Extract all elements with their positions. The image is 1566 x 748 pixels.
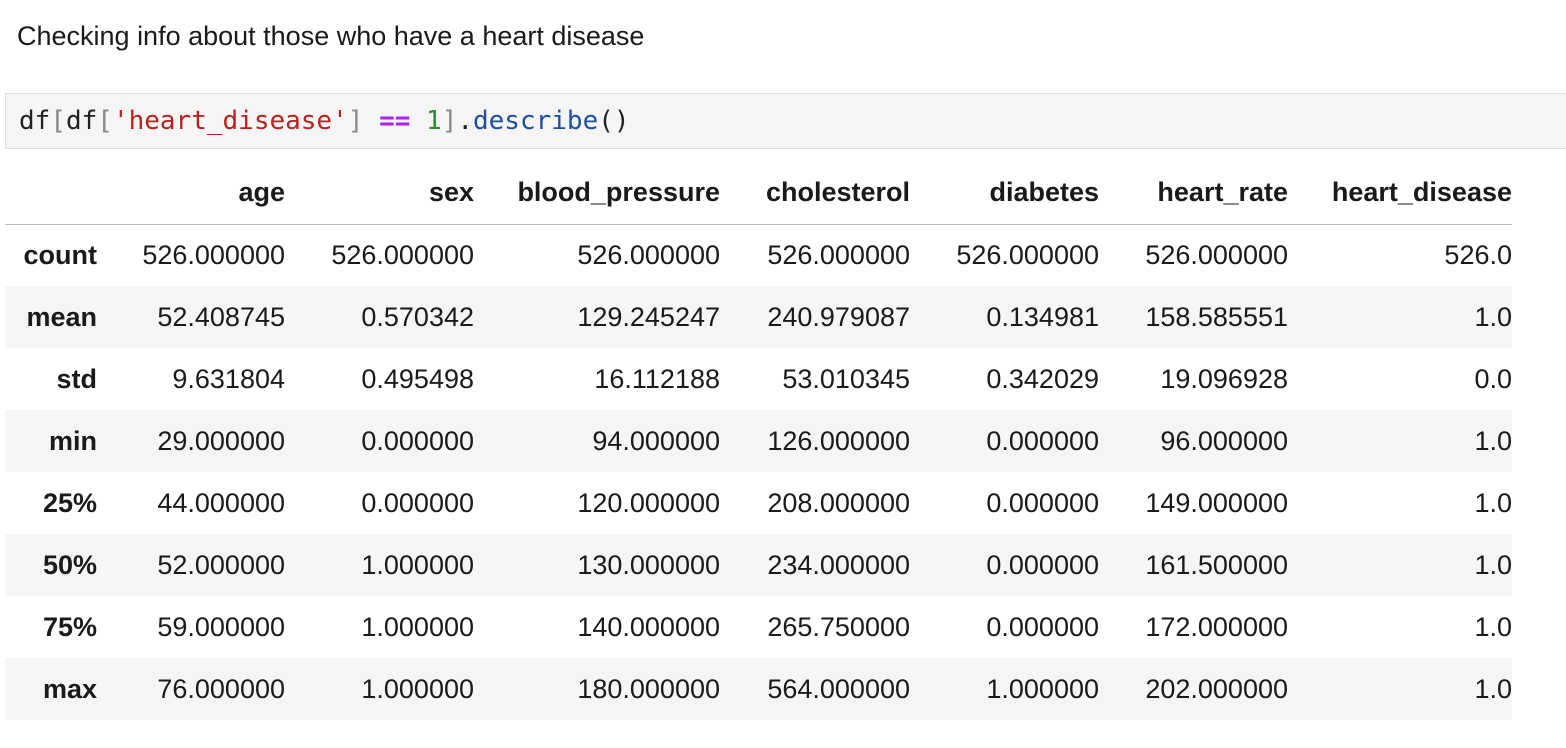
table-cell: 208.000000 (767, 487, 910, 518)
table-cell: 52.408745 (157, 301, 285, 332)
table-cell: 526.000000 (577, 239, 720, 270)
table-cell: 53.010345 (782, 363, 910, 394)
table-cell: 526.000000 (956, 239, 1099, 270)
markdown-text: Checking info about those who have a hea… (17, 21, 645, 51)
code-token: 'heart_disease' (112, 106, 348, 136)
code-token: . (457, 106, 473, 136)
row-label: 75% (42, 611, 97, 642)
table-cell: 526.0 (1444, 239, 1512, 270)
code-token: describe (473, 106, 599, 136)
table-cell: 0.000000 (361, 425, 474, 456)
table-cell: 161.500000 (1145, 549, 1288, 580)
table-cell: 1.0 (1474, 673, 1512, 704)
table-cell: 526.000000 (142, 239, 285, 270)
row-label: min (48, 425, 97, 456)
index-header (5, 162, 97, 225)
code-token: df (65, 106, 98, 136)
code-token (363, 106, 379, 136)
table-row: 75% 59.000000 1.000000 140.000000 265.750000… (5, 596, 1512, 658)
code-token: ] (441, 106, 458, 136)
table-cell: 19.096928 (1160, 363, 1288, 394)
column-header: cholesterol (720, 162, 910, 225)
table-cell: 1.0 (1474, 611, 1512, 642)
table-cell: 0.000000 (986, 425, 1099, 456)
table-row: max 76.000000 1.000000 180.000000 564.000000… (5, 658, 1512, 720)
dataframe-table: age sex blood_pressure cholesterol diabe… (5, 162, 1512, 720)
column-header: heart_rate (1099, 162, 1288, 225)
row-label: 25% (42, 487, 97, 518)
code-token (410, 106, 426, 136)
table-cell: 94.000000 (592, 425, 720, 456)
table-cell: 0.134981 (986, 301, 1099, 332)
row-label: count (23, 239, 98, 270)
table-cell: 180.000000 (577, 673, 720, 704)
table-cell: 0.000000 (986, 549, 1099, 580)
row-label: max (42, 673, 97, 704)
table-cell: 1.0 (1474, 425, 1512, 456)
table-cell: 0.000000 (986, 487, 1099, 518)
code-token: == (379, 106, 411, 136)
column-header: sex (285, 162, 474, 225)
column-header: blood_pressure (474, 162, 720, 225)
table-row: mean 52.408745 0.570342 129.245247 240.97908… (5, 286, 1512, 348)
table-cell: 526.000000 (1145, 239, 1288, 270)
table-cell: 158.585551 (1145, 301, 1288, 332)
table-cell: 1.000000 (361, 611, 474, 642)
code-token: ] (347, 106, 364, 136)
table-cell: 1.0 (1474, 549, 1512, 580)
table-cell: 202.000000 (1145, 673, 1288, 704)
table-cell: 0.000000 (361, 487, 474, 518)
table-cell: 96.000000 (1160, 425, 1288, 456)
row-label: std (56, 363, 98, 394)
table-cell: 16.112188 (594, 363, 720, 394)
table-row: min 29.000000 0.000000 94.000000 126.000000 0… (5, 410, 1512, 472)
table-cell: 130.000000 (577, 549, 720, 580)
row-label: 50% (42, 549, 97, 580)
table-row: std 9.631804 0.495498 16.112188 53.010345 0.3… (5, 348, 1512, 410)
table-row: count 526.000000 526.000000 526.000000 526.0… (5, 224, 1512, 286)
code-token: [ (50, 106, 66, 136)
table-cell: 0.342029 (986, 363, 1099, 394)
code-token: 1 (426, 106, 442, 136)
column-header: diabetes (910, 162, 1099, 225)
table-cell: 172.000000 (1145, 611, 1288, 642)
code-cell[interactable]: df[df['heart_disease'] == 1].describe() (5, 93, 1566, 149)
table-cell: 76.000000 (157, 673, 285, 704)
table-cell: 44.000000 (157, 487, 285, 518)
table-cell: 240.979087 (767, 301, 910, 332)
table-cell: 0.0 (1474, 363, 1512, 394)
table-row: 50% 52.000000 1.000000 130.000000 234.000000… (5, 534, 1512, 596)
table-row: 25% 44.000000 0.000000 120.000000 208.000000… (5, 472, 1512, 534)
table-cell: 29.000000 (157, 425, 285, 456)
code-line[interactable]: df[df['heart_disease'] == 1].describe() (19, 104, 630, 138)
table-cell: 0.495498 (361, 363, 474, 394)
table-cell: 9.631804 (172, 363, 285, 394)
table-header-row: age sex blood_pressure cholesterol diabe… (5, 162, 1512, 225)
table-cell: 1.000000 (361, 549, 474, 580)
table-cell: 265.750000 (767, 611, 910, 642)
table-cell: 126.000000 (767, 425, 910, 456)
table-cell: 0.000000 (986, 611, 1099, 642)
code-token: df (19, 106, 51, 136)
table-cell: 1.0 (1474, 301, 1512, 332)
column-header: heart_disease (1288, 162, 1512, 225)
code-token: () (598, 106, 630, 136)
table-cell: 0.570342 (361, 301, 474, 332)
table-cell: 564.000000 (767, 673, 910, 704)
table-cell: 234.000000 (767, 549, 910, 580)
table-cell: 526.000000 (767, 239, 910, 270)
table-cell: 1.000000 (986, 673, 1099, 704)
table-cell: 52.000000 (157, 549, 285, 580)
table-cell: 1.0 (1474, 487, 1512, 518)
table-cell: 526.000000 (331, 239, 474, 270)
table-cell: 59.000000 (157, 611, 285, 642)
table-cell: 120.000000 (577, 487, 720, 518)
row-label: mean (26, 301, 97, 332)
table-cell: 149.000000 (1145, 487, 1288, 518)
column-header: age (97, 162, 285, 225)
table-cell: 129.245247 (577, 301, 720, 332)
table-cell: 1.000000 (361, 673, 474, 704)
table-cell: 140.000000 (577, 611, 720, 642)
code-token: [ (97, 106, 113, 136)
